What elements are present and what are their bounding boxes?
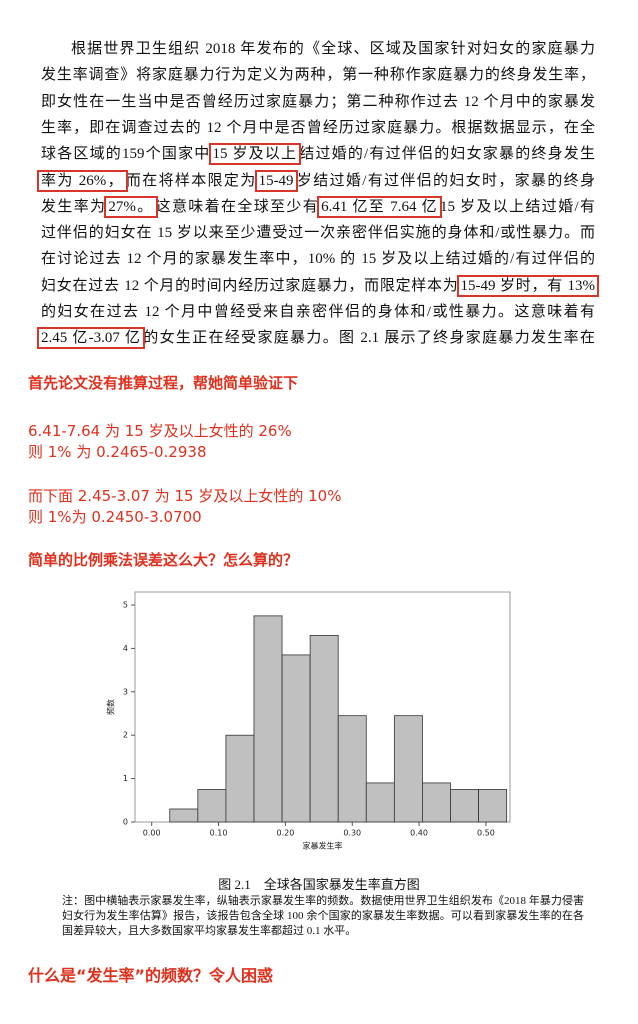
- text-line: 过伴侣的妇女在 15 岁以来至少遭受过一次亲密伴侣实施的身体和/或性暴力。而: [40, 222, 596, 244]
- text-segment: 27%。: [104, 195, 158, 218]
- text-segment: 生率，即在调查过去的 12 个月中是否曾经历过家庭暴力。根据数据显示，在全: [41, 119, 595, 136]
- bar: [478, 789, 508, 823]
- annotation: 而下面 2.45-3.07 为 15 岁及以上女性的 10%: [28, 487, 342, 505]
- x-tick-label: 0.00: [143, 829, 161, 838]
- y-tick-label: 3: [123, 687, 128, 696]
- annotation: 则 1%为 0.2450-3.0700: [28, 508, 202, 526]
- text-segment: 6.41 亿至 7.64 亿: [317, 195, 442, 218]
- text-line: 生率，即在调查过去的 12 个月中是否曾经历过家庭暴力。根据数据显示，在全: [40, 117, 596, 139]
- text-segment: 15 岁及以上: [208, 143, 302, 166]
- bar: [450, 789, 479, 823]
- text-line: 的妇女在过去 12 个月中曾经受来自亲密伴侣的身体和/或性暴力。这意味着有: [40, 301, 596, 323]
- text-line: 即女性在一生当中是否曾经历过家庭暴力；第二种称作过去 12 个月中的家暴发: [40, 91, 596, 113]
- bar: [225, 734, 255, 823]
- y-tick-label: 0: [123, 818, 128, 827]
- bar: [169, 808, 199, 823]
- bar: [422, 782, 451, 823]
- bar: [393, 715, 423, 823]
- annotation: 简单的比例乘法误差这么大？怎么算的？: [28, 551, 299, 569]
- text-line: 球各区域的159个国家中 15 岁及以上 结过婚的/有过伴侣的妇女家暴的终身发生: [40, 143, 596, 166]
- figure-note: 注：图中横轴表示家暴发生率，纵轴表示家暴发生率的频数。数据使用世界卫生组织发布《…: [62, 895, 584, 937]
- x-tick-label: 0.30: [343, 829, 361, 838]
- text-line: 发生率调查》将家庭暴力行为定义为两种，第一种称作家庭暴力的终身发生率，: [40, 64, 596, 86]
- x-axis-label: 家暴发生率: [303, 841, 343, 851]
- text-segment: 这意味着在全球至少有: [155, 198, 320, 215]
- annotation: 6.41-7.64 为 15 岁及以上女性的 26%: [28, 422, 292, 440]
- text-line: 率为 26%， 而在将样本限定为 15-49 岁结过婚/有过伴侣的妇女时，家暴的终身: [37, 169, 596, 192]
- bar: [281, 654, 311, 823]
- bar: [253, 615, 283, 823]
- text-line: 妇女在过去 12 个月的时间内经历过家庭暴力，而限定样本为 15-49 岁时，有 …: [40, 274, 600, 297]
- text-segment: 2.45 亿-3.07 亿: [36, 327, 146, 350]
- bar: [365, 782, 395, 823]
- text-segment: 发生率调查》将家庭暴力行为定义为两种，第一种称作家庭暴力的终身发生率，: [41, 67, 595, 84]
- x-tick-label: 0.10: [210, 829, 228, 838]
- text-segment: 球各区域的159个国家中: [41, 146, 211, 163]
- text-segment: 过伴侣的妇女在 15 岁以来至少遭受过一次亲密伴侣实施的身体和/或性暴力。而: [41, 225, 595, 242]
- annotation: 首先论文没有推算过程，帮她简单验证下: [28, 374, 299, 392]
- text-segment: 15-49: [254, 169, 298, 192]
- text-segment: 发生率为: [41, 198, 107, 215]
- text-segment: 即女性在一生当中是否曾经历过家庭暴力；第二种称作过去 12 个月中的家暴发: [41, 93, 595, 110]
- text-segment: 结过婚的/有过伴侣的妇女家暴的终身发生: [299, 146, 595, 163]
- text-segment: 率为 26%，: [37, 169, 128, 192]
- annotation: 则 1% 为 0.2465-0.2938: [28, 443, 207, 461]
- bar: [309, 634, 339, 823]
- bar: [337, 715, 367, 823]
- text-segment: 15-49 岁时，有 13%: [456, 274, 600, 297]
- text-segment: 的妇女在过去 12 个月中曾经受来自亲密伴侣的身体和/或性暴力。这意味着有: [41, 304, 595, 320]
- text-segment: 而在将样本限定为: [125, 172, 257, 189]
- bar: [197, 789, 227, 823]
- y-tick-label: 5: [123, 601, 128, 610]
- text-line: 根据世界卫生组织 2018 年发布的《全球、区域及国家针对妇女的家庭暴力: [70, 38, 596, 60]
- y-tick-label: 2: [123, 731, 128, 740]
- y-tick-label: 1: [123, 774, 128, 783]
- text-segment: 的女生正在经受家庭暴力。图 2.1 展示了终身家庭暴力发生率在: [143, 330, 595, 347]
- text-line: 发生率为 27%。 这意味着在全球至少有 6.41 亿至 7.64 亿 15 岁及以上结…: [40, 195, 596, 218]
- text-segment: 岁结过婚/有过伴侣的妇女时，家暴的终身: [295, 172, 596, 189]
- text-segment: 妇女在过去 12 个月的时间内经历过家庭暴力，而限定样本为: [41, 277, 459, 294]
- text-line: 在讨论过去 12 个月的家暴发生率中，10% 的 15 岁及以上结过婚的/有过伴…: [40, 248, 596, 270]
- text-segment: 根据世界卫生组织 2018 年发布的《全球、区域及国家针对妇女的家庭暴力: [71, 41, 595, 57]
- x-tick-label: 0.40: [410, 829, 428, 838]
- histogram: 0 1 2 3 4 5 0.00 0.10 0.20 0.30 0.40 0.50 家暴发生率 频数: [106, 591, 511, 851]
- x-tick-label: 0.50: [477, 829, 495, 838]
- text-line: 2.45 亿-3.07 亿的女生正在经受家庭暴力。图 2.1 展示了终身家庭暴力…: [36, 327, 596, 350]
- question: 什么是“发生率”的频数？令人困惑: [28, 966, 274, 985]
- y-tick-label: 4: [123, 644, 128, 653]
- text-segment: 在讨论过去 12 个月的家暴发生率中，10% 的 15 岁及以上结过婚的/有过伴…: [41, 251, 595, 268]
- text-segment: 15 岁及以上结过婚/有: [439, 198, 595, 215]
- x-tick-label: 0.20: [276, 829, 294, 838]
- y-axis-label: 频数: [106, 699, 116, 715]
- figure-caption: 图 2.1 全球各国家暴发生率直方图: [218, 877, 420, 892]
